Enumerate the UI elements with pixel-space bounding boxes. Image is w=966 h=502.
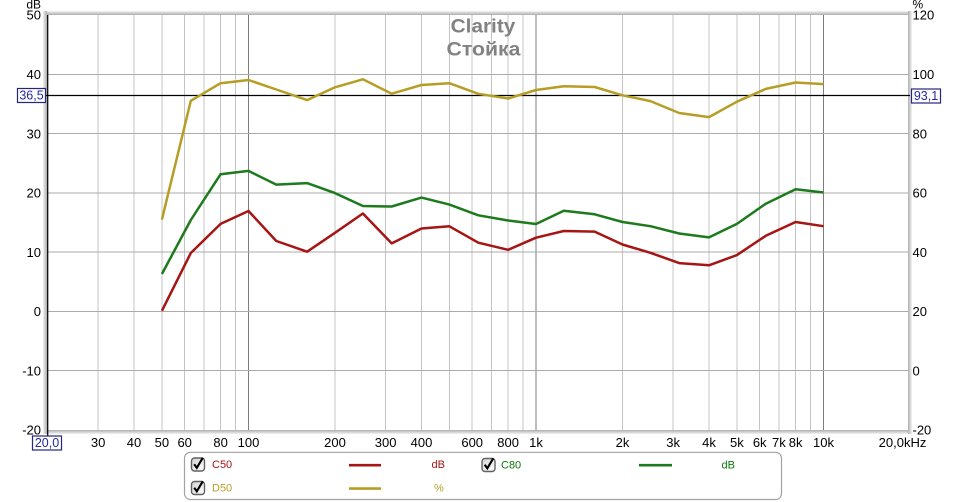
svg-text:Clarity: Clarity bbox=[451, 15, 516, 37]
svg-text:-20: -20 bbox=[22, 423, 41, 438]
svg-text:-20: -20 bbox=[913, 423, 932, 438]
svg-text:20: 20 bbox=[27, 186, 41, 201]
svg-text:40: 40 bbox=[913, 245, 927, 260]
svg-text:120: 120 bbox=[913, 8, 935, 23]
svg-text:2k: 2k bbox=[616, 435, 630, 450]
svg-text:Стойка: Стойка bbox=[447, 39, 521, 61]
svg-text:60: 60 bbox=[913, 186, 927, 201]
svg-text:300: 300 bbox=[375, 435, 397, 450]
svg-text:100: 100 bbox=[913, 67, 935, 82]
svg-text:0: 0 bbox=[913, 363, 920, 378]
svg-text:dB: dB bbox=[722, 460, 735, 472]
svg-text:-10: -10 bbox=[22, 363, 41, 378]
svg-text:10: 10 bbox=[27, 245, 41, 260]
svg-text:40: 40 bbox=[127, 435, 141, 450]
svg-text:%: % bbox=[913, 0, 924, 12]
svg-text:8k: 8k bbox=[789, 435, 803, 450]
svg-text:20,0: 20,0 bbox=[35, 436, 59, 450]
svg-text:80: 80 bbox=[913, 126, 927, 141]
svg-text:20: 20 bbox=[913, 304, 927, 319]
svg-text:1k: 1k bbox=[529, 435, 543, 450]
svg-text:50: 50 bbox=[27, 8, 41, 23]
svg-text:60: 60 bbox=[177, 435, 191, 450]
svg-text:C50: C50 bbox=[212, 459, 232, 471]
svg-text:dB: dB bbox=[26, 0, 41, 12]
svg-text:C80: C80 bbox=[501, 460, 521, 472]
svg-text:200: 200 bbox=[324, 435, 346, 450]
svg-text:36,5: 36,5 bbox=[19, 89, 43, 103]
svg-text:10k: 10k bbox=[813, 435, 834, 450]
svg-text:0: 0 bbox=[34, 304, 41, 319]
svg-text:40: 40 bbox=[27, 67, 41, 82]
svg-text:30: 30 bbox=[91, 435, 105, 450]
svg-text:3k: 3k bbox=[666, 435, 680, 450]
svg-text:100: 100 bbox=[238, 435, 260, 450]
svg-text:dB: dB bbox=[432, 459, 445, 471]
svg-text:50: 50 bbox=[155, 435, 169, 450]
svg-text:%: % bbox=[434, 483, 444, 495]
svg-text:6k: 6k bbox=[753, 435, 767, 450]
svg-text:600: 600 bbox=[461, 435, 483, 450]
svg-text:30: 30 bbox=[27, 126, 41, 141]
svg-text:93,1: 93,1 bbox=[914, 89, 938, 103]
svg-text:7k: 7k bbox=[772, 435, 786, 450]
svg-text:5k: 5k bbox=[730, 435, 744, 450]
svg-text:20,0kHz: 20,0kHz bbox=[879, 435, 927, 450]
svg-text:800: 800 bbox=[497, 435, 519, 450]
svg-text:400: 400 bbox=[411, 435, 433, 450]
svg-text:D50: D50 bbox=[212, 483, 232, 495]
svg-text:4k: 4k bbox=[702, 435, 716, 450]
svg-text:80: 80 bbox=[213, 435, 227, 450]
